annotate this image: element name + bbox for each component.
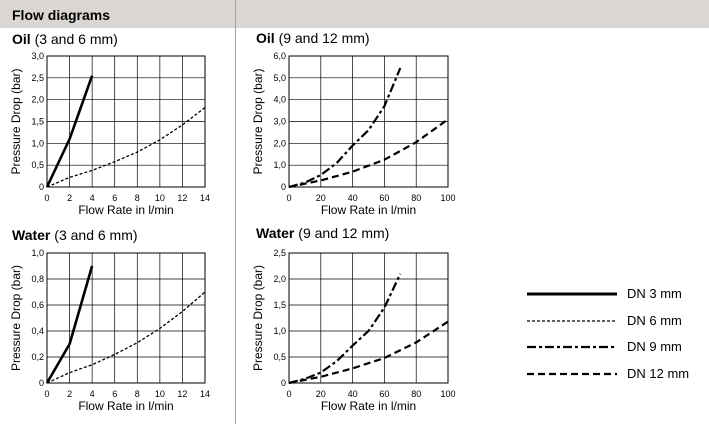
y-tick-label: 0,5 xyxy=(31,160,44,170)
column-divider-top xyxy=(235,0,236,28)
series-line-solid xyxy=(45,265,94,384)
y-tick-label: 0,8 xyxy=(31,274,44,284)
series-line-dashdot xyxy=(288,273,402,385)
y-tick-label: 2,5 xyxy=(31,73,44,83)
x-tick-label: 8 xyxy=(135,389,140,399)
y-tick-label: 5,0 xyxy=(273,73,286,83)
x-tick-label: 4 xyxy=(90,193,95,203)
y-tick-label: 1,5 xyxy=(31,117,44,127)
y-tick-label: 0 xyxy=(281,378,286,388)
y-tick-label: 4,0 xyxy=(273,95,286,105)
series-line-dashdot xyxy=(288,67,402,189)
x-tick-label: 80 xyxy=(411,389,421,399)
x-tick-label: 14 xyxy=(200,193,210,203)
x-tick-label: 10 xyxy=(155,193,165,203)
y-tick-label: 1,0 xyxy=(31,138,44,148)
y-axis-label: Pressure Drop (bar) xyxy=(9,68,23,174)
y-tick-label: 0,2 xyxy=(31,352,44,362)
chart-title-rest: (9 and 12 mm) xyxy=(278,30,370,46)
chart-title-water-small: Water (3 and 6 mm) xyxy=(12,227,138,243)
x-tick-label: 10 xyxy=(155,389,165,399)
legend-label-dn12: DN 12 mm xyxy=(627,366,690,381)
x-tick-label: 20 xyxy=(316,389,326,399)
x-tick-label: 20 xyxy=(316,193,326,203)
y-tick-label: 2,0 xyxy=(273,138,286,148)
legend-label-dn3: DN 3 mm xyxy=(627,286,682,301)
y-tick-label: 0 xyxy=(39,378,44,388)
x-tick-label: 12 xyxy=(177,389,187,399)
x-tick-label: 12 xyxy=(177,193,187,203)
x-tick-label: 0 xyxy=(286,193,291,203)
y-tick-label: 0,4 xyxy=(31,326,44,336)
page-title: Flow diagrams xyxy=(12,7,111,23)
x-tick-label: 6 xyxy=(112,193,117,203)
x-tick-label: 2 xyxy=(67,193,72,203)
x-tick-label: 40 xyxy=(348,193,358,203)
series-line-dashed xyxy=(288,320,449,385)
x-tick-label: 8 xyxy=(135,193,140,203)
y-tick-label: 1,0 xyxy=(273,160,286,170)
chart-title-bold: Water xyxy=(256,225,295,241)
y-axis-label: Pressure Drop (bar) xyxy=(251,68,265,174)
series-line-dotted xyxy=(46,291,206,384)
x-tick-label: 60 xyxy=(379,389,389,399)
y-tick-label: 2,0 xyxy=(31,95,44,105)
x-tick-label: 0 xyxy=(286,389,291,399)
x-tick-label: 100 xyxy=(440,389,455,399)
y-tick-label: 0 xyxy=(39,182,44,192)
plot-frame xyxy=(46,252,206,384)
x-tick-label: 6 xyxy=(112,389,117,399)
y-tick-label: 2,0 xyxy=(273,274,286,284)
y-axis-label: Pressure Drop (bar) xyxy=(251,265,265,371)
chart-title-rest: (3 and 6 mm) xyxy=(54,227,138,243)
x-tick-label: 0 xyxy=(44,193,49,203)
plot-frame xyxy=(46,55,206,188)
x-axis-label: Flow Rate in l/min xyxy=(321,399,416,413)
x-tick-label: 100 xyxy=(440,193,455,203)
chart-2: 0 2 4 6 8 10 12 14 0 0,2 0,4 0,6 0,8 1,0 Flow Rate in … xyxy=(9,248,210,413)
x-axis-label: Flow Rate in l/min xyxy=(321,203,416,217)
x-tick-label: 80 xyxy=(411,193,421,203)
y-tick-label: 1,5 xyxy=(273,300,286,310)
x-tick-label: 2 xyxy=(67,389,72,399)
y-tick-label: 1,0 xyxy=(273,326,286,336)
header-band: Flow diagrams xyxy=(0,0,709,28)
y-tick-label: 0,5 xyxy=(273,352,286,362)
plot-frame xyxy=(288,252,449,384)
legend-label-dn9: DN 9 mm xyxy=(627,339,682,354)
x-tick-label: 40 xyxy=(348,389,358,399)
chart-title-bold: Oil xyxy=(256,30,275,46)
chart-title-water-large: Water (9 and 12 mm) xyxy=(256,225,389,241)
x-tick-label: 60 xyxy=(379,193,389,203)
x-tick-label: 0 xyxy=(44,389,49,399)
column-divider xyxy=(235,28,236,424)
y-tick-label: 6,0 xyxy=(273,51,286,61)
series-line-solid xyxy=(45,75,94,188)
x-axis-label: Flow Rate in l/min xyxy=(78,399,173,413)
series-line-dotted xyxy=(46,106,206,188)
series-line-dashed xyxy=(288,118,449,189)
y-tick-label: 1,0 xyxy=(31,248,44,258)
plot-frame xyxy=(288,55,449,188)
y-tick-label: 2,5 xyxy=(273,248,286,258)
chart-1: 0 20 40 60 80 100 0 1,0 2,0 3,0 4,0 5,0 6,0 Flow Rate… xyxy=(251,51,456,217)
chart-title-oil-small: Oil (3 and 6 mm) xyxy=(12,31,118,47)
legend-label-dn6: DN 6 mm xyxy=(627,313,682,328)
y-tick-label: 0,6 xyxy=(31,300,44,310)
chart-0: 0 2 4 6 8 10 12 14 0 0,5 1,0 1,5 2,0 2,5 3,0 Flow Rate … xyxy=(9,51,210,217)
chart-title-rest: (3 and 6 mm) xyxy=(34,31,118,47)
y-tick-label: 0 xyxy=(281,182,286,192)
chart-title-rest: (9 and 12 mm) xyxy=(298,225,390,241)
chart-3: 0 20 40 60 80 100 0 0,5 1,0 1,5 2,0 2,5 Flow Rate in… xyxy=(251,248,456,413)
x-tick-label: 14 xyxy=(200,389,210,399)
y-tick-label: 3,0 xyxy=(31,51,44,61)
chart-title-bold: Oil xyxy=(12,31,31,47)
y-tick-label: 3,0 xyxy=(273,117,286,127)
chart-title-bold: Water xyxy=(12,227,51,243)
chart-title-oil-large: Oil (9 and 12 mm) xyxy=(256,30,370,46)
y-axis-label: Pressure Drop (bar) xyxy=(9,265,23,371)
x-axis-label: Flow Rate in l/min xyxy=(78,203,173,217)
x-tick-label: 4 xyxy=(90,389,95,399)
